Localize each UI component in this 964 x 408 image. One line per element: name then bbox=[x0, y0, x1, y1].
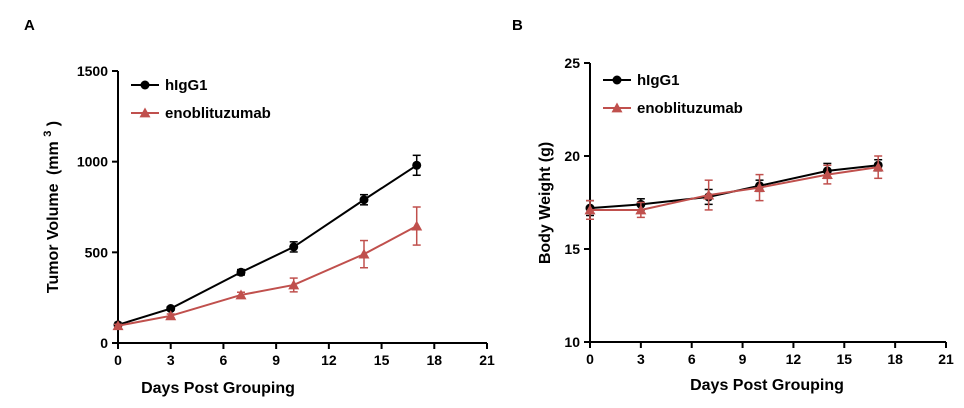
chart-a-point-enoblituzumab bbox=[411, 220, 423, 231]
chart-b-point-enoblituzumab bbox=[703, 189, 715, 200]
chart-a-x-tick-label: 15 bbox=[374, 352, 390, 368]
chart-a-x-tick-label: 0 bbox=[114, 352, 122, 368]
chart-b-x-tick-label: 0 bbox=[586, 351, 594, 367]
chart-b-x-tick-label: 3 bbox=[637, 351, 645, 367]
chart-b-point-enoblituzumab bbox=[821, 169, 833, 179]
chart-a-legend-label-enoblituzumab: enoblituzumab bbox=[165, 105, 271, 122]
chart-b-series-line-higg1 bbox=[589, 164, 879, 210]
chart-b-legend-marker-enoblituzumab bbox=[611, 102, 623, 113]
chart-a-tumor-volume: Days Post Grouping Tumor Volume (mm 3 ) … bbox=[38, 63, 495, 397]
chart-b-y-tick-label: 25 bbox=[564, 55, 580, 71]
chart-a-y-axis-title-close: ) bbox=[45, 121, 62, 126]
chart-a-point-enoblituzumab bbox=[235, 289, 247, 300]
chart-a-y-tick-label: 500 bbox=[85, 244, 109, 260]
chart-b-legend-label-higg1: hIgG1 bbox=[637, 72, 680, 89]
chart-b-x-axis-title: Days Post Grouping bbox=[690, 377, 844, 394]
chart-a-x-tick-label: 9 bbox=[272, 352, 280, 368]
chart-a-y-tick-label: 1000 bbox=[77, 154, 108, 170]
chart-b-x-tick-label: 9 bbox=[739, 351, 747, 367]
panel-label-a: A bbox=[24, 17, 35, 34]
chart-b-x-tick-label: 21 bbox=[938, 351, 954, 367]
chart-b-x-tick-label: 15 bbox=[836, 351, 852, 367]
chart-a-point-enoblituzumab bbox=[288, 279, 300, 290]
chart-a-point-higg1 bbox=[412, 160, 422, 170]
chart-b-x-tick-label: 18 bbox=[887, 351, 903, 367]
chart-a-legend-marker-enoblituzumab bbox=[139, 107, 151, 118]
chart-b-y-tick-label: 15 bbox=[564, 241, 580, 257]
chart-a-y-axis-title-unit: (mm bbox=[45, 141, 62, 175]
chart-b-legend-marker-higg1 bbox=[612, 75, 622, 85]
chart-a-point-enoblituzumab bbox=[112, 320, 124, 331]
chart-b-y-tick-label: 10 bbox=[564, 334, 580, 350]
chart-a-legend-marker-higg1 bbox=[140, 80, 150, 90]
chart-b-y-axis-title: Body Weight (g) bbox=[537, 142, 554, 264]
chart-a-y-axis-title-sup: 3 bbox=[42, 131, 54, 137]
chart-a-legend-label-higg1: hIgG1 bbox=[165, 77, 208, 94]
chart-b-point-enoblituzumab bbox=[584, 204, 596, 215]
chart-a-point-higg1 bbox=[236, 267, 246, 277]
chart-a-x-tick-label: 3 bbox=[167, 352, 175, 368]
chart-b-point-enoblituzumab bbox=[754, 182, 766, 193]
chart-a-x-tick-label: 6 bbox=[220, 352, 228, 368]
chart-a-point-higg1 bbox=[166, 304, 176, 314]
chart-a-x-tick-label: 12 bbox=[321, 352, 337, 368]
chart-b-series-line-enoblituzumab bbox=[590, 166, 879, 211]
chart-a-point-higg1 bbox=[359, 195, 369, 205]
chart-a-x-tick-label: 18 bbox=[426, 352, 442, 368]
chart-a-point-enoblituzumab bbox=[358, 248, 370, 259]
chart-a-y-tick-label: 1500 bbox=[77, 63, 108, 79]
chart-b-x-tick-label: 12 bbox=[786, 351, 802, 367]
chart-a-x-tick-label: 21 bbox=[479, 352, 495, 368]
chart-a-series-line-higg1 bbox=[117, 164, 418, 326]
chart-b-x-tick-label: 6 bbox=[688, 351, 696, 367]
chart-b-legend-label-enoblituzumab: enoblituzumab bbox=[637, 100, 743, 117]
chart-b-point-enoblituzumab bbox=[872, 161, 884, 172]
chart-b-body-weight: Days Post Grouping Body Weight (g) 0 3 6 9 1… bbox=[537, 55, 954, 394]
chart-a-y-axis-title: Tumor Volume (mm 3 ) bbox=[38, 121, 62, 293]
chart-a-point-enoblituzumab bbox=[165, 310, 177, 321]
panel-label-b: B bbox=[512, 17, 523, 34]
chart-a-series-line-enoblituzumab bbox=[117, 225, 418, 327]
chart-a-point-higg1 bbox=[289, 242, 299, 252]
chart-a-x-axis-title: Days Post Grouping bbox=[141, 380, 295, 397]
chart-a-y-axis-title-main: Tumor Volume bbox=[45, 183, 62, 293]
chart-b-point-enoblituzumab bbox=[635, 204, 647, 215]
chart-a-y-tick-label: 0 bbox=[100, 335, 108, 351]
chart-b-y-tick-label: 20 bbox=[564, 148, 580, 164]
